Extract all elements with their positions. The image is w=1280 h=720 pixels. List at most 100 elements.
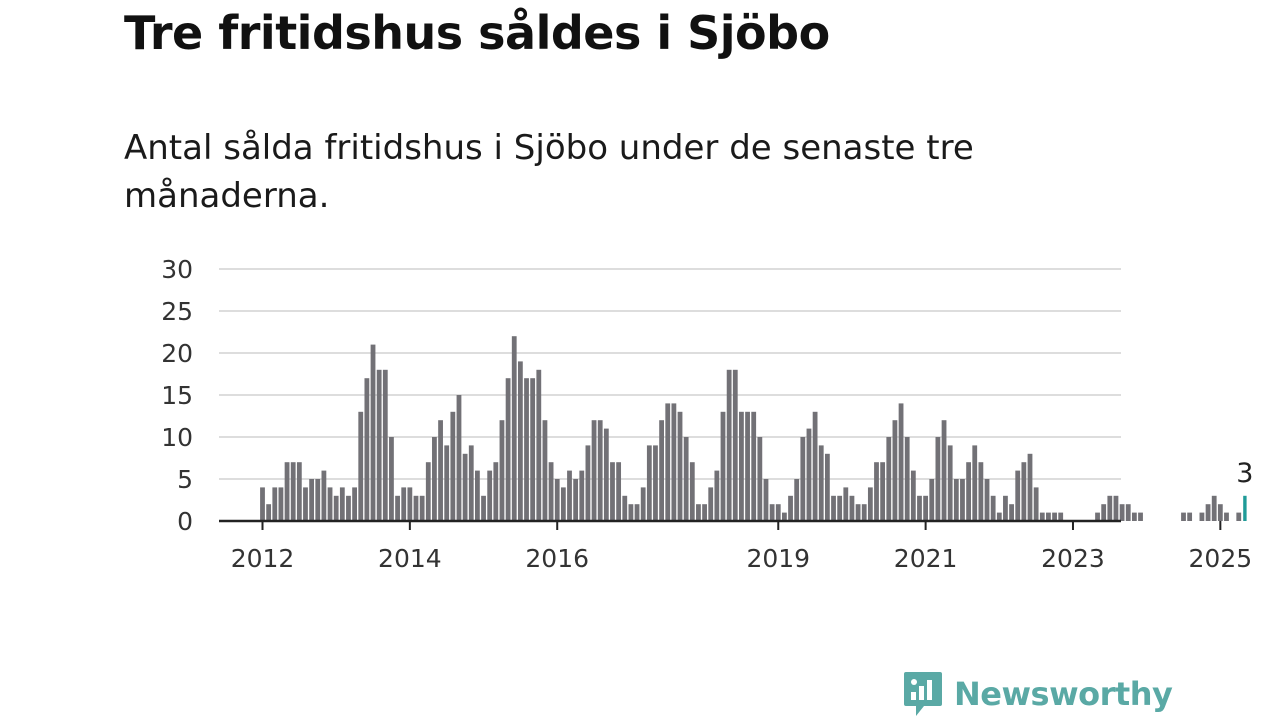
bar bbox=[923, 495, 929, 521]
bar bbox=[530, 378, 536, 521]
bar bbox=[1046, 512, 1051, 521]
bar bbox=[880, 462, 886, 521]
bar bbox=[775, 504, 781, 521]
bar bbox=[573, 479, 579, 521]
bar bbox=[1217, 504, 1223, 521]
bar bbox=[990, 495, 996, 521]
bar bbox=[591, 420, 597, 521]
bar bbox=[818, 445, 824, 521]
bar bbox=[303, 487, 308, 521]
bar bbox=[309, 479, 315, 521]
bar bbox=[671, 403, 677, 521]
bar bbox=[1181, 512, 1186, 521]
brand-name: Newsworthy bbox=[954, 675, 1173, 713]
bar bbox=[1027, 453, 1033, 521]
bar bbox=[321, 470, 327, 521]
bar bbox=[696, 504, 701, 521]
bar bbox=[794, 479, 800, 521]
bar bbox=[296, 462, 302, 521]
bar bbox=[953, 479, 959, 521]
bar bbox=[751, 411, 757, 521]
bar bbox=[610, 462, 615, 521]
bar bbox=[683, 437, 689, 521]
bar bbox=[929, 479, 935, 521]
bar bbox=[898, 403, 904, 521]
bar bbox=[438, 420, 443, 521]
bar bbox=[560, 487, 566, 521]
bar bbox=[413, 495, 419, 521]
bar bbox=[867, 487, 873, 521]
bar bbox=[941, 420, 947, 521]
bar bbox=[917, 495, 922, 521]
bar bbox=[382, 369, 388, 521]
bar bbox=[462, 453, 468, 521]
bar bbox=[1113, 495, 1119, 521]
bar-highlight bbox=[1243, 495, 1247, 521]
bar bbox=[628, 504, 634, 521]
bar bbox=[1199, 512, 1205, 521]
y-tick-label: 5 bbox=[177, 465, 193, 494]
bar bbox=[260, 487, 265, 521]
bar bbox=[333, 495, 339, 521]
bar bbox=[444, 445, 450, 521]
brand[interactable]: Newsworthy bbox=[902, 670, 1173, 718]
bar bbox=[364, 378, 370, 521]
bar bbox=[634, 504, 640, 521]
bar bbox=[689, 462, 695, 521]
bar bbox=[1205, 504, 1211, 521]
bar bbox=[800, 437, 806, 521]
bar bbox=[358, 411, 364, 521]
bar bbox=[1138, 512, 1143, 521]
last-value-label: 3 bbox=[1236, 458, 1253, 489]
bar bbox=[659, 420, 664, 521]
bar bbox=[972, 445, 978, 521]
bar bbox=[732, 369, 738, 521]
bar bbox=[1101, 504, 1107, 521]
bar bbox=[702, 504, 707, 521]
bar bbox=[996, 512, 1002, 521]
bar bbox=[1224, 512, 1229, 521]
bar bbox=[567, 470, 572, 521]
bar bbox=[640, 487, 646, 521]
bar bbox=[1021, 462, 1027, 521]
bar bbox=[266, 504, 272, 521]
annotations: 3 bbox=[1236, 458, 1253, 489]
bar bbox=[935, 437, 941, 521]
bar bbox=[284, 462, 290, 521]
y-tick-label: 30 bbox=[161, 255, 193, 284]
chart-title: Tre fritidshus såldes i Sjöbo bbox=[124, 6, 830, 60]
bar bbox=[910, 470, 916, 521]
bar bbox=[745, 411, 750, 521]
bar bbox=[1009, 504, 1014, 521]
bar bbox=[389, 437, 394, 521]
bar bbox=[603, 428, 609, 521]
bar bbox=[554, 479, 560, 521]
bar bbox=[1187, 512, 1193, 521]
y-tick-label: 20 bbox=[161, 339, 193, 368]
bar bbox=[481, 495, 486, 521]
bar bbox=[837, 495, 843, 521]
bar bbox=[419, 495, 425, 521]
bar bbox=[1039, 512, 1045, 521]
bar bbox=[1033, 487, 1039, 521]
x-tick-label: 2025 bbox=[1189, 544, 1253, 573]
y-axis-labels: 0 5 10 15 20 25 30 bbox=[161, 255, 193, 536]
bar bbox=[984, 479, 990, 521]
bar bbox=[978, 462, 984, 521]
bar bbox=[1058, 512, 1064, 521]
bar bbox=[456, 395, 462, 521]
bar bbox=[425, 462, 431, 521]
bar bbox=[665, 403, 671, 521]
bar bbox=[824, 453, 830, 521]
newsworthy-logo-icon bbox=[904, 672, 942, 716]
bar bbox=[960, 479, 965, 521]
bar bbox=[861, 504, 867, 521]
bar bbox=[782, 512, 787, 521]
bar bbox=[395, 495, 400, 521]
bar bbox=[407, 487, 413, 521]
chart-subtitle: Antal sålda fritidshus i Sjöbo under de … bbox=[124, 128, 974, 216]
bar bbox=[1125, 504, 1131, 521]
y-tick-label: 10 bbox=[161, 423, 193, 452]
bar bbox=[904, 437, 910, 521]
x-tick-label: 2014 bbox=[378, 544, 442, 573]
